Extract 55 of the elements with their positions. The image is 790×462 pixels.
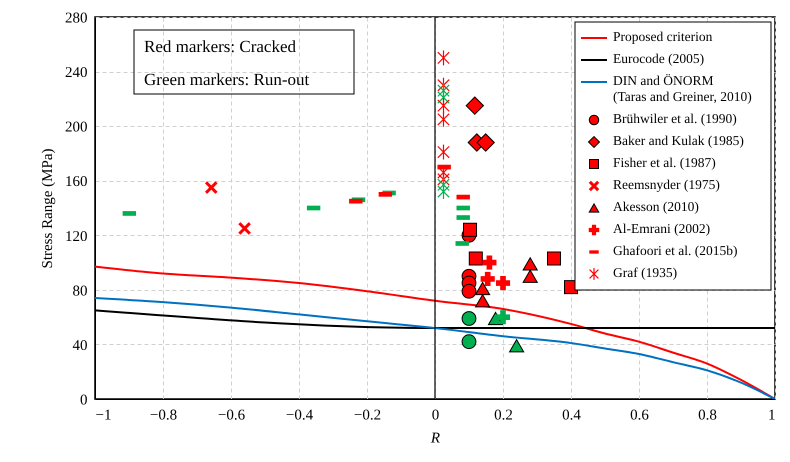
x-axis-title: R xyxy=(430,430,440,446)
x-tick-label: 0.6 xyxy=(630,408,650,424)
legend-label: Al-Emrani (2002) xyxy=(613,221,710,236)
y-tick-label: 200 xyxy=(65,120,88,136)
legend-label: Fisher et al. (1987) xyxy=(613,155,716,170)
point xyxy=(463,222,478,237)
x-tick-label: −0.8 xyxy=(150,408,178,424)
point xyxy=(482,256,496,270)
point xyxy=(475,294,490,308)
legend-label: Reemsnyder (1975) xyxy=(613,177,720,192)
x-tick-label: −0.4 xyxy=(286,408,314,424)
legend-label: Baker and Kulak (1985) xyxy=(613,133,744,148)
point xyxy=(462,284,476,299)
x-tick-label: −1 xyxy=(96,408,112,424)
x-tick-label: 0 xyxy=(432,408,440,424)
point xyxy=(522,257,538,271)
x-tick-label: −0.2 xyxy=(354,408,382,424)
legend-label: Ghafoori et al. (2015b) xyxy=(613,243,738,258)
annotation: Red markers: Cracked xyxy=(144,37,296,56)
point xyxy=(437,111,450,128)
point xyxy=(238,222,252,236)
point xyxy=(466,96,484,115)
legend-label: Brühwiler et al. (1990) xyxy=(613,111,737,126)
x-tick-label: 1 xyxy=(768,408,776,424)
y-tick-label: 280 xyxy=(65,10,88,26)
legend-label: Proposed criterion xyxy=(613,29,713,44)
y-tick-label: 0 xyxy=(80,392,88,408)
y-tick-label: 80 xyxy=(72,283,88,300)
point xyxy=(437,171,450,188)
point xyxy=(437,77,450,94)
x-tick-label: 0.2 xyxy=(494,408,513,424)
point xyxy=(522,270,538,283)
point xyxy=(475,282,490,296)
point xyxy=(546,251,562,266)
point xyxy=(437,50,450,66)
legend-label: Graf (1935) xyxy=(613,265,678,280)
y-tick-label: 240 xyxy=(65,65,88,82)
y-tick-label: 40 xyxy=(72,338,88,354)
point xyxy=(437,144,450,160)
legend-label: Eurocode (2005) xyxy=(613,51,704,66)
y-tick-label: 120 xyxy=(65,228,88,245)
x-tick-label: 0.8 xyxy=(698,408,717,424)
annotation: Green markers: Run-out xyxy=(144,70,310,89)
legend-label: Akesson (2010) xyxy=(613,199,699,214)
y-tick-label: 160 xyxy=(65,174,88,190)
y-axis-title: Stress Range (MPa) xyxy=(40,148,56,268)
point xyxy=(496,276,510,290)
point xyxy=(204,180,218,194)
x-tick-label: −0.6 xyxy=(218,408,246,424)
point xyxy=(468,251,483,266)
point xyxy=(480,272,495,286)
point xyxy=(476,133,495,152)
point xyxy=(437,98,450,114)
x-tick-label: 0.4 xyxy=(562,408,582,424)
legend-label: DIN and ÖNORM (Taras and Greiner, 2010) xyxy=(613,73,752,104)
